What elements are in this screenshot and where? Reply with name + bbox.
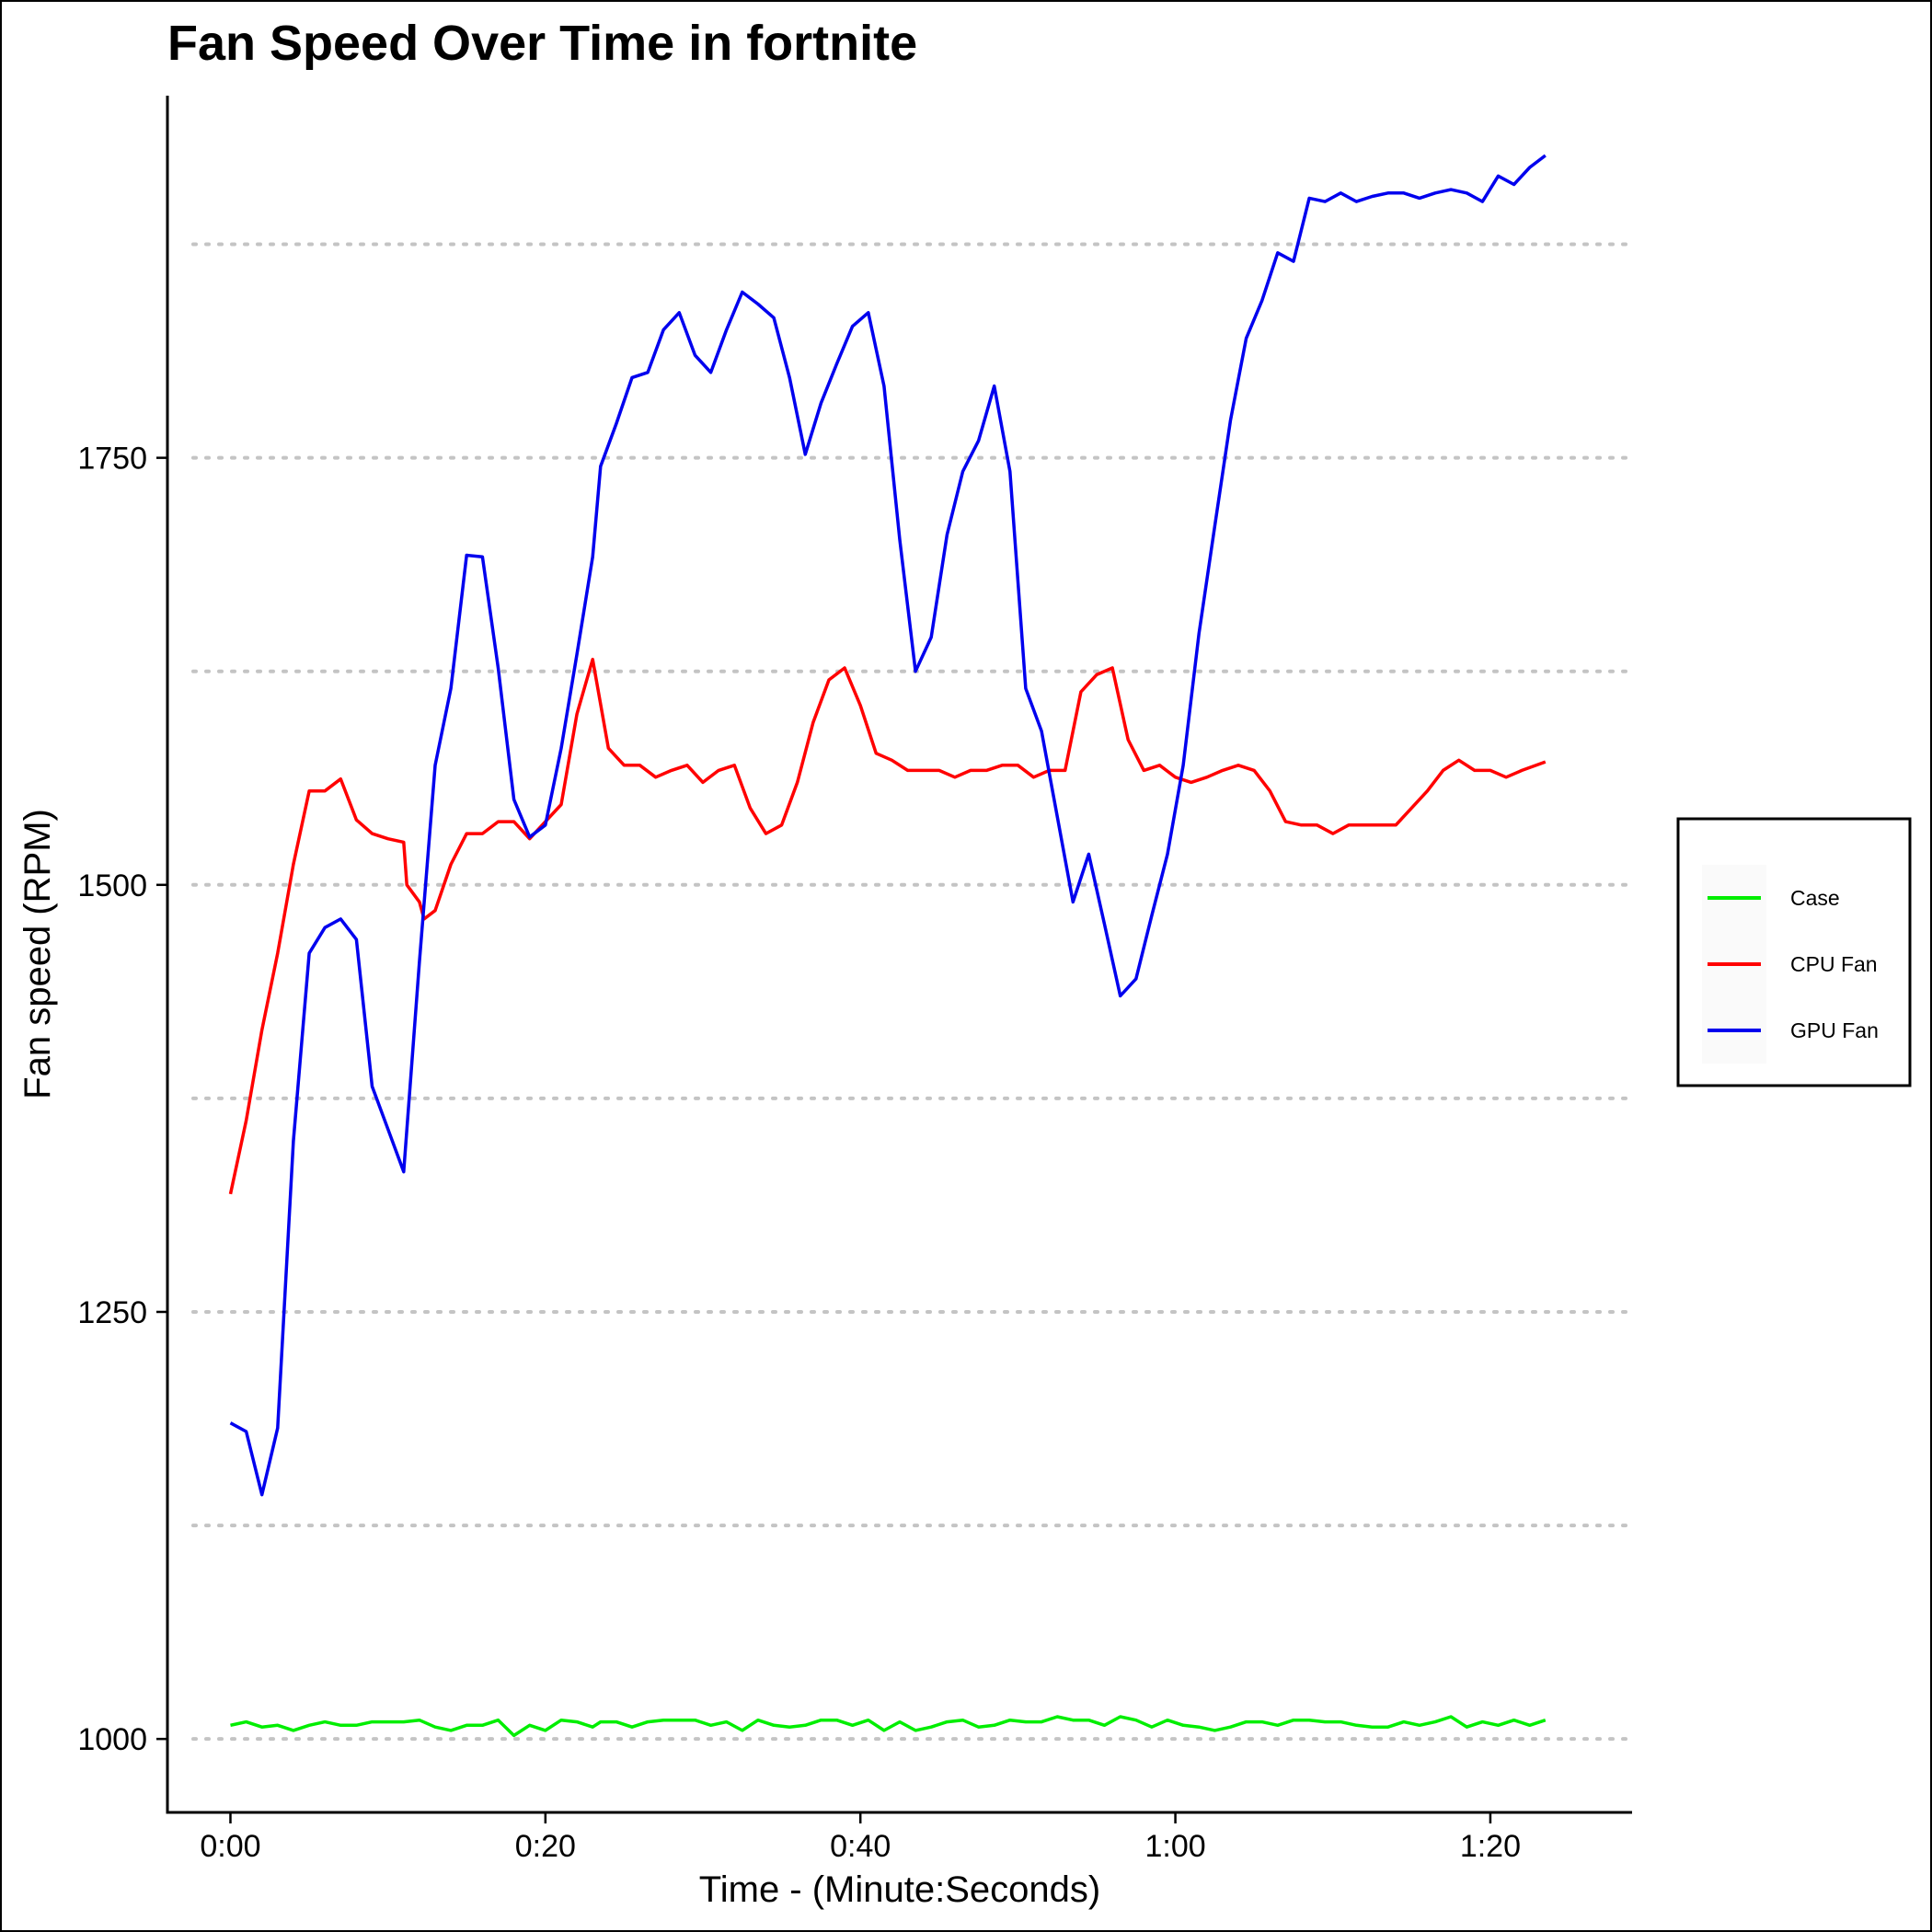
x-ticks: 0:00 0:20 0:40 1:00 1:20	[200, 1812, 1521, 1864]
x-tick-label: 0:40	[830, 1829, 891, 1864]
y-axis-title: Fan speed (RPM)	[17, 809, 58, 1099]
cpu-fan-line	[228, 657, 1547, 1195]
axes	[166, 96, 1632, 1814]
legend: Case CPU Fan GPU Fan	[1676, 817, 1912, 1087]
y-tick-label: 1000	[77, 1722, 147, 1757]
x-tick-label: 1:20	[1460, 1829, 1521, 1864]
legend-label-gpu-fan: GPU Fan	[1790, 1018, 1879, 1042]
y-tick-label: 1500	[77, 868, 147, 903]
x-tick-label: 0:00	[200, 1829, 260, 1864]
gpu-fan-line	[229, 154, 1547, 1497]
case-line	[230, 1715, 1547, 1738]
y-gridlines	[191, 242, 1634, 1742]
series-lines	[228, 154, 1547, 1738]
y-tick-label: 1250	[77, 1295, 147, 1330]
x-tick-label: 0:20	[515, 1829, 576, 1864]
x-axis-title: Time - (Minute:Seconds)	[699, 1869, 1100, 1910]
chart-title: Fan Speed Over Time in fortnite	[167, 16, 917, 71]
legend-label-cpu-fan: CPU Fan	[1790, 952, 1878, 976]
x-tick-label: 1:00	[1144, 1829, 1205, 1864]
y-tick-label: 1750	[77, 442, 147, 477]
legend-label-case: Case	[1790, 886, 1840, 910]
y-ticks: 1000 1250 1500 1750	[77, 442, 167, 1757]
